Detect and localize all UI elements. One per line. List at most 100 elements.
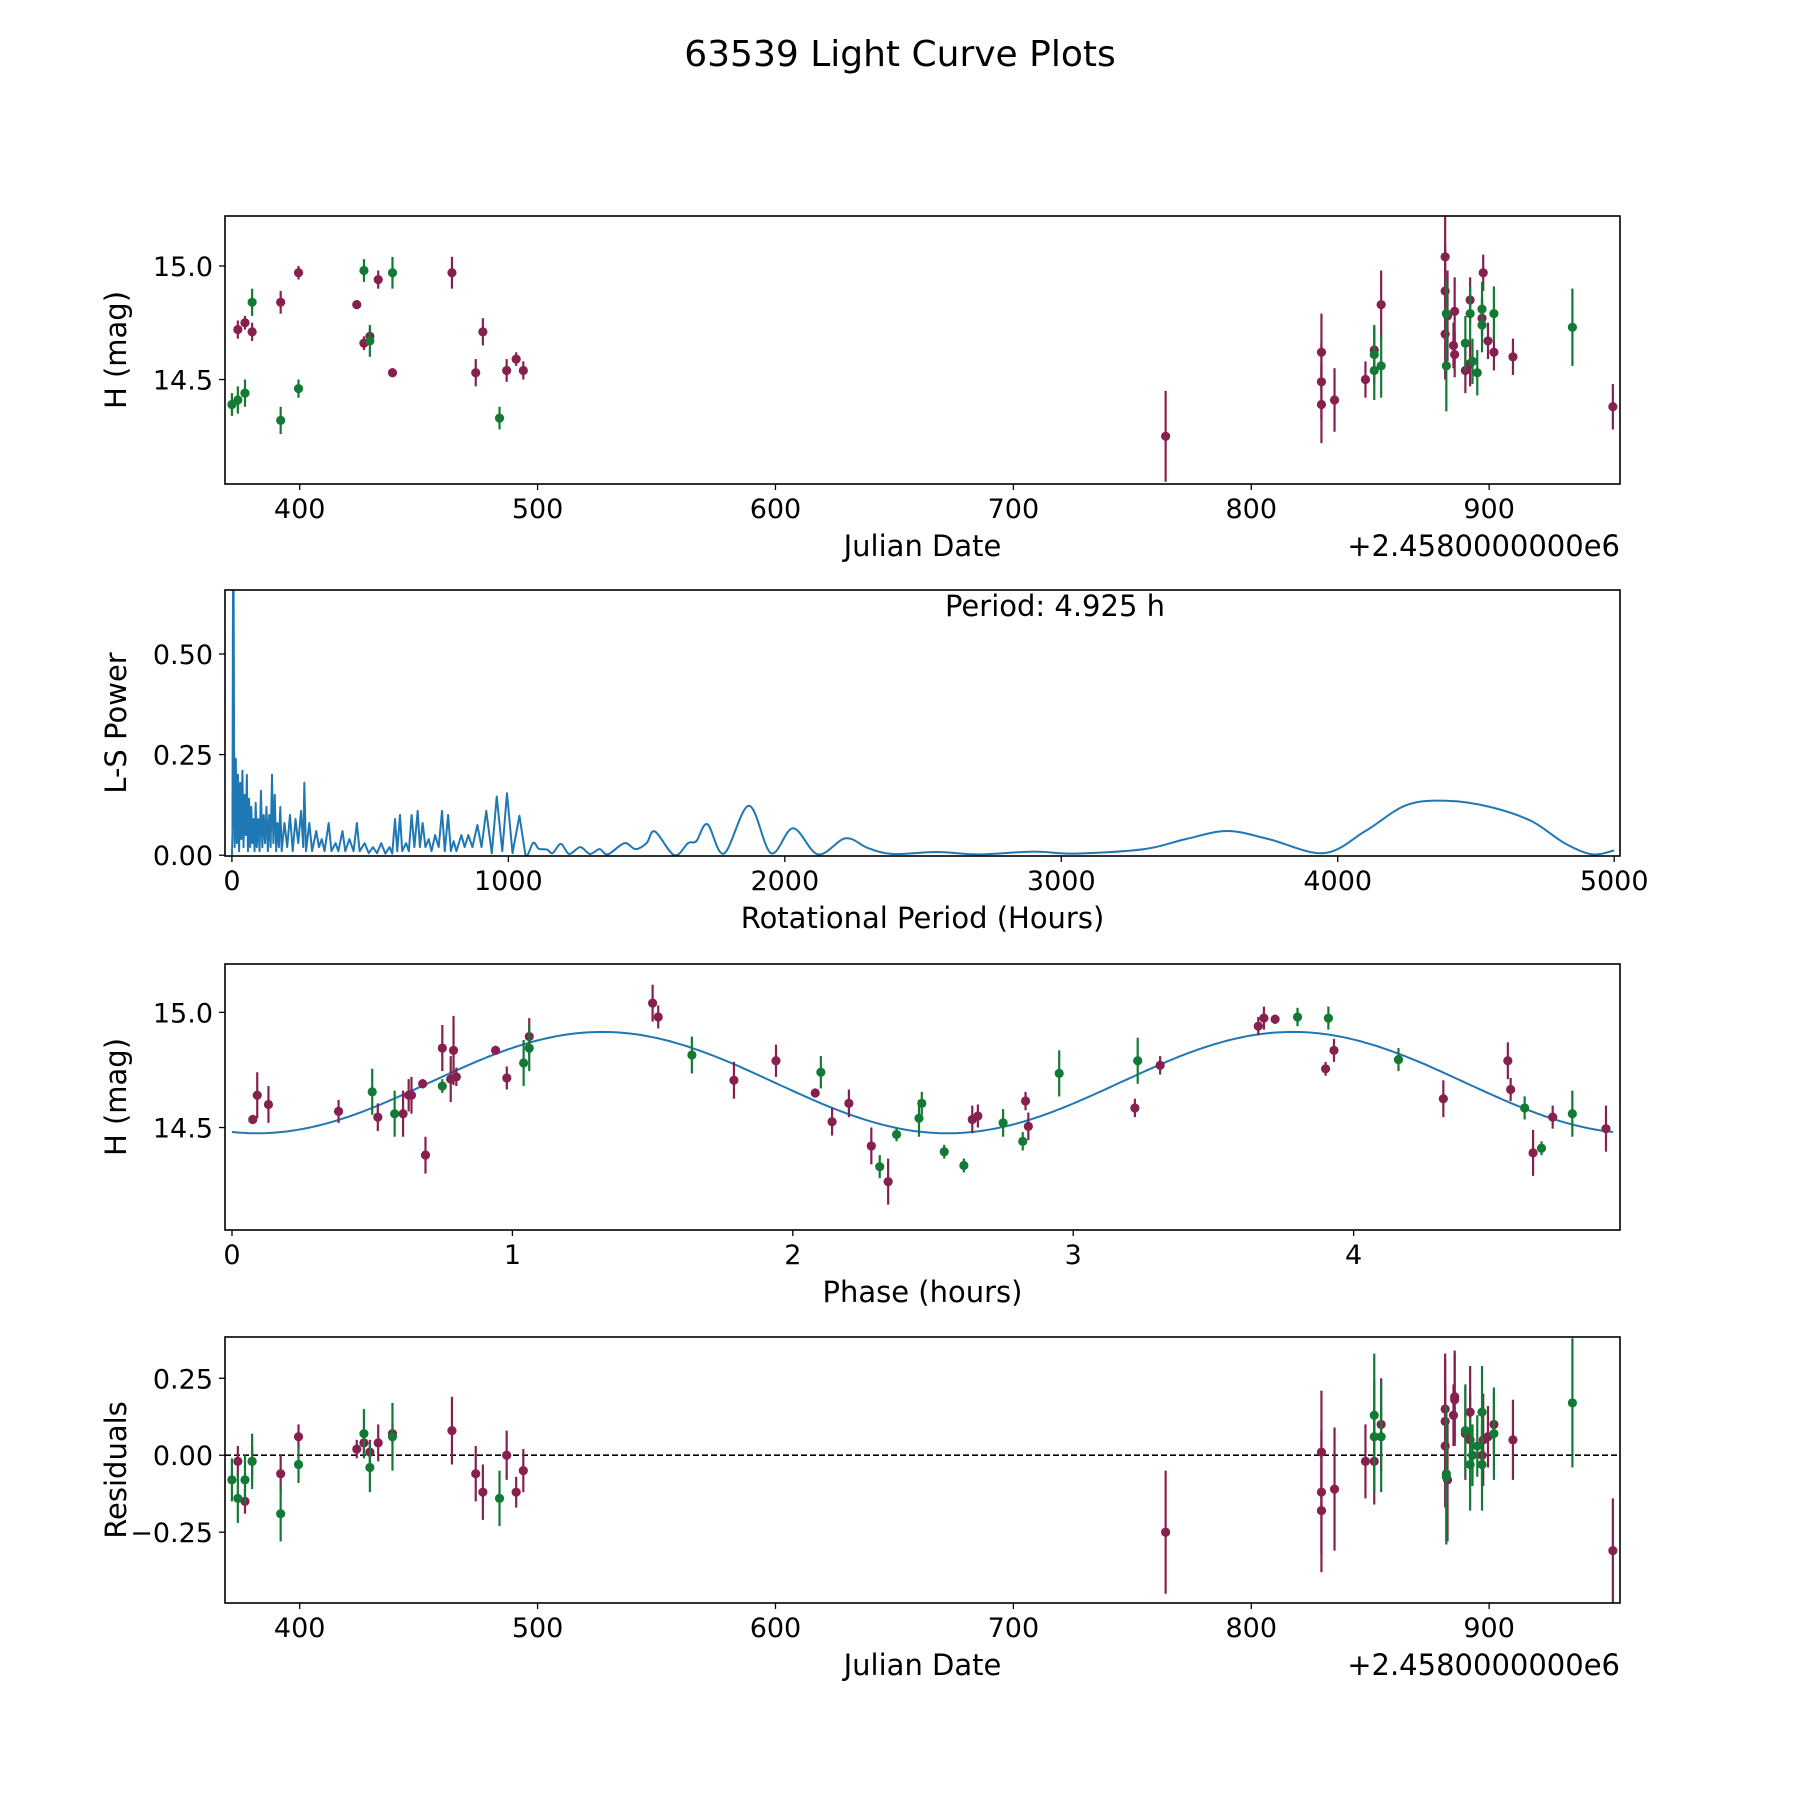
data-marker [844,1098,854,1108]
data-marker [359,265,369,276]
data-point [653,1005,663,1029]
x-tick-label: 800 [1225,1613,1277,1644]
data-marker [240,388,250,398]
x-tick-label: 700 [988,494,1040,525]
y-tick-label: 0.25 [153,741,213,772]
data-point [1608,384,1618,430]
data-point [502,359,512,382]
data-point [352,299,362,310]
data-point [917,1091,927,1115]
data-marker [333,1106,344,1116]
data-marker [437,1043,447,1053]
axes-residuals: 400 500 600 700 800 900 0.25 0.00 −0.25 Julian Da… [99,1336,1621,1682]
data-marker [276,415,286,426]
x-tick-label: 2 [784,1240,801,1271]
data-point [1448,322,1459,369]
y-tick-label: 0.00 [153,841,213,872]
data-point [1393,1048,1404,1072]
data-marker [398,1109,408,1119]
data-point [1567,288,1578,366]
data-marker [1536,1143,1547,1153]
y-tick-label: 0.25 [153,1364,213,1395]
data-marker [248,1114,258,1125]
data-point [490,1045,501,1055]
data-marker [917,1098,927,1108]
data-point [373,1424,383,1462]
data-point [1441,1409,1451,1545]
data-marker [519,1058,529,1068]
data-marker [1393,1054,1404,1065]
data-point [1133,1037,1143,1084]
data-marker [973,1111,983,1121]
data-point [1270,1014,1280,1024]
data-marker [518,1466,528,1476]
data-point [939,1144,949,1159]
data-point [998,1109,1008,1137]
data-marker [1316,399,1327,410]
data-marker [648,998,658,1008]
data-point [973,1104,983,1128]
data-point [1259,1006,1269,1030]
data-marker [502,1073,512,1083]
data-point [387,256,398,289]
data-point [240,315,250,330]
data-point [418,1079,428,1089]
data-point [1460,1384,1470,1477]
data-marker [1467,356,1478,366]
data-point [398,1090,408,1137]
data-point [252,1072,262,1119]
data-point [293,265,304,280]
x-axis-label: Phase (hours) [823,1275,1023,1309]
data-point [1478,254,1488,291]
data-marker [1483,336,1493,346]
data-marker [1316,1506,1327,1516]
data-marker [1329,1484,1340,1494]
x-tick-label: 500 [512,1613,564,1644]
data-point [1477,1418,1487,1511]
data-point [276,1486,286,1542]
data-point [247,288,257,316]
data-point [390,1090,400,1137]
data-marker [478,1487,488,1497]
data-marker [810,1088,820,1098]
data-point [816,1056,826,1089]
x-axis-label: Julian Date [842,1648,1002,1682]
x-tick-label: 0 [223,1240,240,1271]
x-tick-label: 900 [1463,494,1515,525]
data-marker [1567,1109,1577,1119]
y-axis-label: Residuals [99,1401,133,1539]
data-point [1450,277,1460,346]
data-marker [1465,309,1475,319]
data-marker [387,1432,398,1442]
data-marker [1130,1103,1140,1113]
data-marker [1460,338,1470,348]
data-marker [373,1438,383,1448]
data-marker [494,1493,505,1503]
data-point [1161,390,1171,482]
data-point [502,1430,512,1480]
plot-area [225,1338,1620,1603]
y-axis-label: H (mag) [99,1038,133,1156]
data-point [1472,1415,1482,1477]
x-tick-label: 0 [223,866,240,897]
data-marker [771,1056,781,1066]
data-marker [263,1099,274,1110]
data-marker [494,413,505,423]
y-axis-label: L-S Power [99,652,133,793]
axes-frame [224,1336,1621,1604]
data-point [276,290,286,314]
data-marker [437,1081,447,1091]
data-point [1023,1112,1033,1141]
data-point [1360,361,1371,398]
data-marker [959,1160,969,1171]
data-marker [1477,1407,1487,1417]
data-marker [448,1045,459,1055]
data-marker [373,1112,383,1122]
data-point [729,1061,739,1099]
data-point [494,406,505,430]
data-marker [276,1469,286,1479]
data-point [687,1036,697,1074]
data-point [420,1136,431,1174]
data-point [1567,1338,1578,1468]
data-marker [1292,1012,1303,1022]
